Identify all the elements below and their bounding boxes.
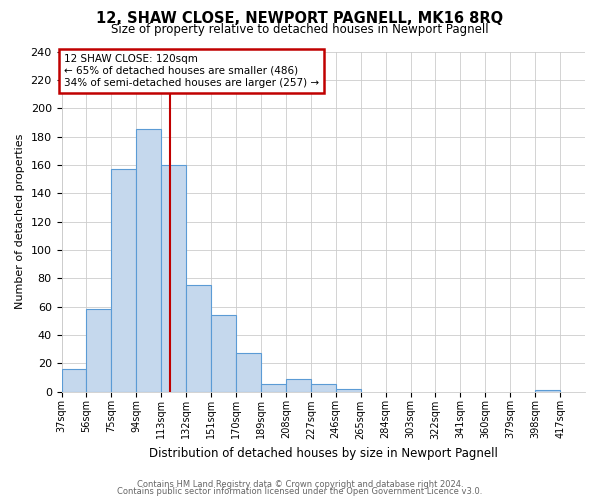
Bar: [261, 384, 286, 392]
Bar: [236, 354, 261, 392]
Bar: [186, 286, 211, 392]
Y-axis label: Number of detached properties: Number of detached properties: [15, 134, 25, 309]
Text: 12 SHAW CLOSE: 120sqm
← 65% of detached houses are smaller (486)
34% of semi-det: 12 SHAW CLOSE: 120sqm ← 65% of detached …: [64, 54, 319, 88]
Bar: [211, 315, 236, 392]
Text: Contains HM Land Registry data © Crown copyright and database right 2024.: Contains HM Land Registry data © Crown c…: [137, 480, 463, 489]
Bar: [535, 390, 560, 392]
Text: Contains public sector information licensed under the Open Government Licence v3: Contains public sector information licen…: [118, 487, 482, 496]
Bar: [112, 169, 136, 392]
Text: Size of property relative to detached houses in Newport Pagnell: Size of property relative to detached ho…: [111, 22, 489, 36]
Bar: [136, 130, 161, 392]
Bar: [336, 388, 361, 392]
Text: 12, SHAW CLOSE, NEWPORT PAGNELL, MK16 8RQ: 12, SHAW CLOSE, NEWPORT PAGNELL, MK16 8R…: [97, 11, 503, 26]
Bar: [161, 165, 186, 392]
X-axis label: Distribution of detached houses by size in Newport Pagnell: Distribution of detached houses by size …: [149, 447, 498, 460]
Bar: [86, 310, 112, 392]
Bar: [311, 384, 336, 392]
Bar: [62, 369, 86, 392]
Bar: [286, 379, 311, 392]
